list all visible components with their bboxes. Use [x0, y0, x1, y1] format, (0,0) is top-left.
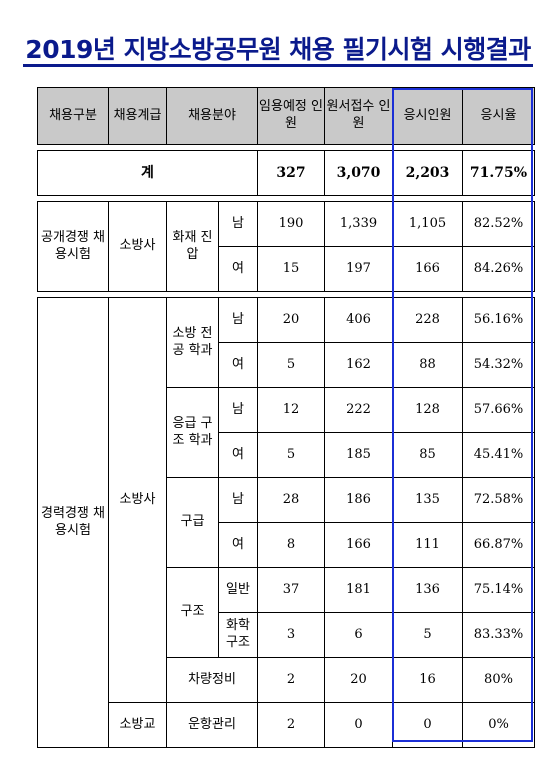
- jeopsu-cell: 1,339: [324, 201, 393, 247]
- table-row: 소방교 운항관리 2 0 0 0%: [38, 702, 535, 748]
- table-row: 여 5 185 85 45.41%: [38, 432, 535, 478]
- yejeong-cell: 15: [257, 246, 325, 292]
- sex-cell: 여: [218, 246, 258, 292]
- gujo-label: 구조: [166, 567, 219, 658]
- rate-cell: 84.26%: [462, 246, 535, 292]
- results-table: 채용구분 채용계급 채용분야 임용예정 인 원 원서접수 인 원 응시인원 응시…: [37, 87, 535, 748]
- header-gubun: 채용구분: [37, 87, 109, 145]
- rate-cell: 54.32%: [462, 342, 535, 388]
- table-row: 응급 구조 학과 남 12 222 128 57.66%: [38, 387, 535, 478]
- unhang-label: 운항관리: [166, 702, 258, 748]
- gyeongryeok-gubun: 경력경쟁 채용시험: [37, 297, 109, 748]
- gyeongryeok-gyegeup2: 소방교: [108, 702, 167, 748]
- rate-cell: 66.87%: [462, 522, 535, 568]
- page-title: 2019년 지방소방공무원 채용 필기시험 시행결과: [0, 30, 556, 67]
- eungsi-cell: 166: [392, 246, 463, 292]
- jeopsu-cell: 166: [324, 522, 393, 568]
- eungsi-cell: 1,105: [392, 201, 463, 247]
- header-eungsi: 응시인원: [392, 87, 463, 145]
- jeopsu-cell: 185: [324, 432, 393, 478]
- header-rate: 응시율: [462, 87, 535, 145]
- jeopsu-cell: 6: [324, 612, 393, 658]
- eunggeup-label: 응급 구조 학과: [166, 387, 219, 478]
- header-bunya: 채용분야: [166, 87, 258, 145]
- rate-cell: 75.14%: [462, 567, 535, 613]
- charyang-label: 차량정비: [166, 657, 258, 703]
- eungsi-cell: 128: [392, 387, 463, 433]
- sex-cell: 여: [218, 432, 258, 478]
- gonggae-gyegeup: 소방사: [108, 201, 167, 292]
- table-row: 공개경쟁 채용시험 소방사 화재 진압 남 190 1,339 1,105 82…: [37, 201, 535, 292]
- yejeong-cell: 2: [257, 657, 325, 703]
- table-row: 화학 구조 3 6 5 83.33%: [38, 612, 535, 658]
- table-row: 구조 일반 37 181 136 75.14%: [38, 567, 535, 658]
- header-gyegeup: 채용계급: [108, 87, 167, 145]
- sex-cell: 여: [218, 522, 258, 568]
- jeopsu-cell: 181: [324, 567, 393, 613]
- eungsi-cell: 16: [392, 657, 463, 703]
- eungsi-cell: 0: [392, 702, 463, 748]
- yejeong-cell: 8: [257, 522, 325, 568]
- rate-cell: 82.52%: [462, 201, 535, 247]
- yejeong-cell: 5: [257, 432, 325, 478]
- sex-cell: 남: [218, 387, 258, 433]
- yejeong-cell: 190: [257, 201, 325, 247]
- eungsi-cell: 85: [392, 432, 463, 478]
- rate-cell: 0%: [462, 702, 535, 748]
- gonggae-bunya: 화재 진압: [166, 201, 219, 292]
- jeopsu-cell: 186: [324, 477, 393, 523]
- gyeongryeok-gyegeup1: 소방사: [108, 297, 167, 703]
- yejeong-cell: 12: [257, 387, 325, 433]
- jeopsu-cell: 406: [324, 297, 393, 343]
- header-jeopsu: 원서접수 인 원: [324, 87, 393, 145]
- yejeong-cell: 28: [257, 477, 325, 523]
- yejeong-cell: 37: [257, 567, 325, 613]
- sex-cell: 화학 구조: [218, 612, 258, 658]
- gonggae-gubun: 공개경쟁 채용시험: [37, 201, 109, 292]
- total-label: 계: [37, 150, 258, 196]
- sex-cell: 일반: [218, 567, 258, 613]
- jeopsu-cell: 222: [324, 387, 393, 433]
- total-yejeong: 327: [257, 150, 325, 196]
- header-yejeong: 임용예정 인 원: [257, 87, 325, 145]
- eungsi-cell: 88: [392, 342, 463, 388]
- sobang-label: 소방 전공 학과: [166, 297, 219, 388]
- rate-cell: 57.66%: [462, 387, 535, 433]
- total-eungsi: 2,203: [392, 150, 463, 196]
- table-row: 구급 남 28 186 135 72.58%: [38, 477, 535, 568]
- jeopsu-cell: 20: [324, 657, 393, 703]
- jeopsu-cell: 162: [324, 342, 393, 388]
- total-jeopsu: 3,070: [324, 150, 393, 196]
- rate-cell: 56.16%: [462, 297, 535, 343]
- sex-cell: 남: [218, 477, 258, 523]
- jeopsu-cell: 197: [324, 246, 393, 292]
- eungsi-cell: 136: [392, 567, 463, 613]
- yejeong-cell: 3: [257, 612, 325, 658]
- sex-cell: 남: [218, 297, 258, 343]
- gugeup-label: 구급: [166, 477, 219, 568]
- yejeong-cell: 20: [257, 297, 325, 343]
- jeopsu-cell: 0: [324, 702, 393, 748]
- eungsi-cell: 228: [392, 297, 463, 343]
- sex-cell: 여: [218, 342, 258, 388]
- rate-cell: 83.33%: [462, 612, 535, 658]
- sex-cell: 남: [218, 201, 258, 247]
- rate-cell: 45.41%: [462, 432, 535, 478]
- yejeong-cell: 5: [257, 342, 325, 388]
- total-row: 계 327 3,070 2,203 71.75%: [37, 150, 535, 196]
- rate-cell: 80%: [462, 657, 535, 703]
- total-rate: 71.75%: [462, 150, 535, 196]
- table-row: 경력경쟁 채용시험 소방사 소방 전공 학과 남 20 406 228 56.1…: [37, 297, 535, 748]
- eungsi-cell: 5: [392, 612, 463, 658]
- eungsi-cell: 111: [392, 522, 463, 568]
- eungsi-cell: 135: [392, 477, 463, 523]
- yejeong-cell: 2: [257, 702, 325, 748]
- rate-cell: 72.58%: [462, 477, 535, 523]
- table-row: 차량정비 2 20 16 80%: [38, 657, 535, 703]
- header-row: 채용구분 채용계급 채용분야 임용예정 인 원 원서접수 인 원 응시인원 응시…: [37, 87, 535, 145]
